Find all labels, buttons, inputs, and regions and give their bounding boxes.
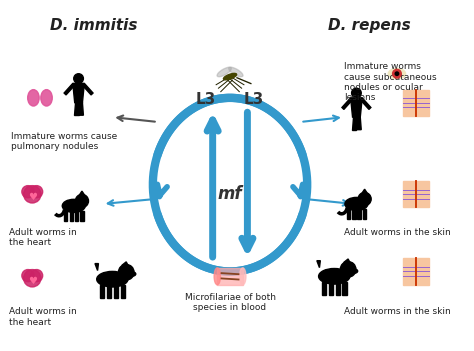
Polygon shape xyxy=(74,211,78,221)
Text: Immature worms
cause subcutaneous
nodules or ocular
lesions: Immature worms cause subcutaneous nodule… xyxy=(344,62,437,102)
Polygon shape xyxy=(344,259,351,264)
Polygon shape xyxy=(74,102,79,115)
Text: D. immitis: D. immitis xyxy=(50,18,137,33)
Polygon shape xyxy=(351,98,362,117)
Text: L3: L3 xyxy=(244,92,264,107)
Circle shape xyxy=(30,270,43,282)
Circle shape xyxy=(30,186,43,198)
Circle shape xyxy=(22,270,34,282)
Ellipse shape xyxy=(129,272,136,276)
Polygon shape xyxy=(95,264,99,271)
Circle shape xyxy=(358,192,371,206)
Polygon shape xyxy=(360,98,371,110)
Polygon shape xyxy=(352,209,356,219)
Ellipse shape xyxy=(223,73,237,80)
Polygon shape xyxy=(342,98,353,110)
Polygon shape xyxy=(100,285,104,298)
Bar xyxy=(403,258,429,285)
Polygon shape xyxy=(356,117,361,130)
Polygon shape xyxy=(120,285,125,298)
Circle shape xyxy=(118,264,134,280)
Bar xyxy=(403,181,429,207)
Text: D. repens: D. repens xyxy=(328,18,410,33)
Text: mf: mf xyxy=(218,185,242,203)
Ellipse shape xyxy=(319,269,350,284)
Circle shape xyxy=(352,88,361,98)
Bar xyxy=(217,268,243,285)
Polygon shape xyxy=(80,211,83,221)
Circle shape xyxy=(395,72,399,75)
Polygon shape xyxy=(363,209,366,219)
Ellipse shape xyxy=(97,271,128,287)
Polygon shape xyxy=(79,102,83,115)
Text: ♥: ♥ xyxy=(28,192,37,202)
Polygon shape xyxy=(352,117,356,130)
Circle shape xyxy=(24,186,41,203)
Circle shape xyxy=(340,261,356,277)
Text: Adult worms in the skin: Adult worms in the skin xyxy=(344,307,451,316)
Polygon shape xyxy=(64,84,75,95)
Polygon shape xyxy=(114,285,118,298)
Ellipse shape xyxy=(239,268,246,285)
Polygon shape xyxy=(107,285,111,298)
Ellipse shape xyxy=(345,197,368,211)
Polygon shape xyxy=(361,189,368,194)
Ellipse shape xyxy=(388,68,406,79)
Polygon shape xyxy=(122,262,129,267)
Ellipse shape xyxy=(228,67,243,77)
Polygon shape xyxy=(357,209,361,219)
Ellipse shape xyxy=(214,268,220,285)
Text: ♥: ♥ xyxy=(28,276,37,286)
Polygon shape xyxy=(73,84,84,102)
Polygon shape xyxy=(70,211,73,221)
Circle shape xyxy=(74,74,83,84)
Bar xyxy=(403,90,429,116)
Circle shape xyxy=(392,69,401,78)
Ellipse shape xyxy=(351,269,358,273)
Ellipse shape xyxy=(27,90,39,106)
Text: Adult worms in
the heart: Adult worms in the heart xyxy=(9,307,77,326)
Polygon shape xyxy=(336,283,340,296)
Circle shape xyxy=(22,186,34,198)
Polygon shape xyxy=(317,261,320,267)
Ellipse shape xyxy=(41,90,52,106)
Polygon shape xyxy=(346,209,350,219)
Text: L3: L3 xyxy=(196,92,216,107)
Polygon shape xyxy=(79,191,85,196)
Polygon shape xyxy=(343,283,347,296)
Text: Adult worms in the skin: Adult worms in the skin xyxy=(344,228,451,237)
Polygon shape xyxy=(64,211,67,221)
Circle shape xyxy=(24,270,41,287)
Polygon shape xyxy=(328,283,333,296)
Text: Immature worms cause
pulmonary nodules: Immature worms cause pulmonary nodules xyxy=(11,132,117,151)
Polygon shape xyxy=(82,84,93,95)
Text: Adult worms in
the heart: Adult worms in the heart xyxy=(9,228,77,247)
Ellipse shape xyxy=(217,67,231,77)
Circle shape xyxy=(75,194,89,207)
Polygon shape xyxy=(322,283,326,296)
Ellipse shape xyxy=(62,199,85,212)
Text: Microfilariae of both
species in blood: Microfilariae of both species in blood xyxy=(184,293,275,312)
